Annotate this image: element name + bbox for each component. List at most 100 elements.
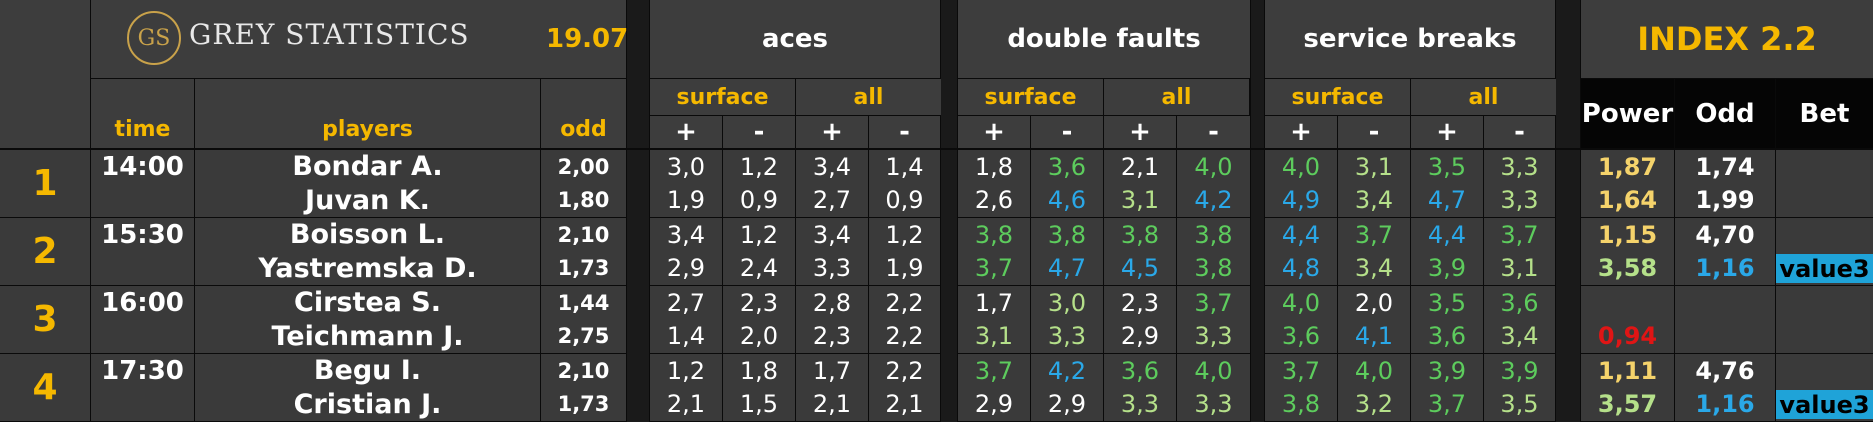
bet-cell [1776,150,1873,183]
player-odd: 1,73 [541,251,626,285]
power-value: 3,58 [1581,251,1674,285]
stat-value: 3,4 [796,218,868,251]
match-number: 4 [0,354,90,421]
stat-value: 4,7 [1411,183,1483,217]
stat-value: 2,8 [796,286,868,319]
column-gap [627,218,649,286]
service-breaks-group-header: service breaks [1265,0,1555,78]
subheader-surface: surface [958,79,1103,115]
stat-value: 3,1 [1338,150,1410,183]
stat-value: 3,7 [1338,218,1410,251]
column-gap [1556,0,1580,148]
player-odd: 1,73 [541,387,626,421]
stat-value: 4,6 [1031,183,1103,217]
stat-value: 1,4 [650,319,722,353]
stat-value: 2,0 [1338,286,1410,319]
stat-value: 2,2 [869,319,940,353]
column-gap [1556,218,1580,286]
value-bet-badge: value3 [1776,254,1873,283]
player-name: Cristian J. [195,387,540,421]
column-gap [1556,286,1580,354]
stat-value: 2,7 [650,286,722,319]
stat-value: 1,4 [869,150,940,183]
stat-value: 4,4 [1411,218,1483,251]
stat-value: 1,8 [958,150,1030,183]
column-gap [1556,354,1580,422]
plus-header: + [1265,116,1337,148]
stat-value: 1,5 [723,387,795,421]
subheader-all: all [1411,79,1556,115]
stat-value: 2,9 [1031,387,1103,421]
stat-value: 2,9 [650,251,722,285]
bet-cell [1776,218,1873,251]
stat-value: 2,3 [796,319,868,353]
stat-value: 2,1 [650,387,722,421]
stat-value: 4,9 [1265,183,1337,217]
stat-value: 1,2 [650,354,722,387]
stat-value: 4,5 [1104,251,1176,285]
minus-header: - [1484,116,1555,148]
minus-header: - [1031,116,1103,148]
player-odd: 2,75 [541,319,626,353]
double-faults-group-header: double faults [958,0,1250,78]
stat-value: 2,3 [723,286,795,319]
stat-value: 4,0 [1177,354,1250,387]
column-gap [1251,354,1264,422]
match-number: 1 [0,150,90,217]
stat-value: 2,2 [869,286,940,319]
stat-value: 1,7 [796,354,868,387]
stat-value: 4,0 [1265,286,1337,319]
stat-value: 3,6 [1031,150,1103,183]
bet-header: Bet [1776,79,1873,148]
stat-value: 3,2 [1338,387,1410,421]
bet-cell [1776,319,1873,353]
minus-header: - [723,116,795,148]
stat-value: 3,3 [1484,150,1555,183]
match-number: 2 [0,218,90,285]
stat-value: 3,7 [1177,286,1250,319]
column-gap [627,286,649,354]
stat-value: 2,0 [723,319,795,353]
index-odd-value [1675,319,1775,353]
power-value: 0,94 [1581,319,1674,353]
subheader-surface: surface [1265,79,1410,115]
corner-header [0,0,90,148]
stat-value: 3,4 [796,150,868,183]
stat-value: 1,9 [869,251,940,285]
index-title: INDEX 2.2 [1581,0,1873,78]
stat-value: 1,9 [650,183,722,217]
column-gap [1251,286,1264,354]
stat-value: 3,8 [1177,251,1250,285]
stat-value: 3,6 [1484,286,1555,319]
stat-value: 3,7 [958,354,1030,387]
stat-value: 2,9 [1104,319,1176,353]
stat-value: 3,4 [650,218,722,251]
column-gap [941,286,957,354]
stat-value: 3,7 [1411,387,1483,421]
stat-value: 3,4 [1338,251,1410,285]
stat-value: 3,7 [1265,354,1337,387]
stat-value: 3,9 [1484,354,1555,387]
stat-value: 2,3 [1104,286,1176,319]
stat-value: 0,9 [869,183,940,217]
stat-value: 4,0 [1338,354,1410,387]
stat-value: 3,7 [958,251,1030,285]
column-gap [941,0,957,148]
player-name: Yastremska D. [195,251,540,285]
plus-header: + [1104,116,1176,148]
column-gap [627,0,649,148]
column-gap [941,150,957,218]
column-gap [627,150,649,218]
player-name: Boisson L. [195,218,540,251]
stat-value: 3,3 [1031,319,1103,353]
power-value: 1,87 [1581,150,1674,183]
stat-value: 3,1 [958,319,1030,353]
stat-value: 3,8 [958,218,1030,251]
column-gap [627,354,649,422]
column-gap [941,218,957,286]
power-header: Power [1581,79,1674,148]
stat-value: 4,1 [1338,319,1410,353]
player-odd: 2,00 [541,150,626,183]
index-odd-value: 1,99 [1675,183,1775,217]
